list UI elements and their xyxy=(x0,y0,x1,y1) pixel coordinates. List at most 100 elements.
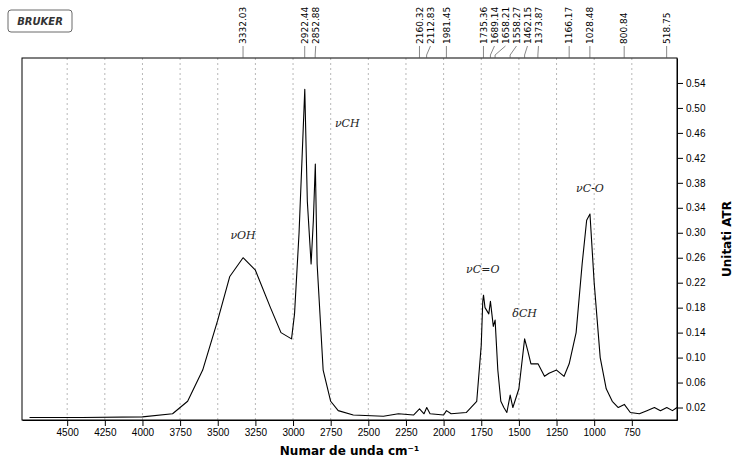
y-tick-mark xyxy=(677,333,683,334)
grid-line xyxy=(631,58,632,420)
x-axis-line xyxy=(23,420,678,421)
x-tick: 1500 xyxy=(508,420,531,438)
grid-line xyxy=(293,58,294,420)
peak-label: 1166.17 xyxy=(564,7,574,44)
grid-line xyxy=(180,58,181,420)
y-axis-title: Unitati ATR xyxy=(720,201,734,277)
peak-leader xyxy=(569,46,570,58)
peak-label: 800.84 xyxy=(619,12,629,44)
y-tick-mark xyxy=(677,208,683,209)
peak-leader xyxy=(624,46,625,58)
y-tick-mark xyxy=(677,83,683,84)
y-tick-mark xyxy=(677,308,683,309)
peak-labels: 3332.032922.442852.882160.322112.831981.… xyxy=(238,7,672,58)
y-tick: 0.10 xyxy=(677,352,706,363)
peak-leader xyxy=(510,46,516,58)
y-tick-label: 0.10 xyxy=(686,352,706,363)
y-tick-mark xyxy=(677,108,683,109)
x-tick: 1750 xyxy=(471,420,494,438)
annotation: νOH xyxy=(230,229,256,242)
y-tick-mark xyxy=(677,283,683,284)
y-tick-mark xyxy=(677,408,683,409)
y-tick: 0.02 xyxy=(677,402,706,413)
peak-label: 1558.27 xyxy=(512,7,522,44)
x-tick: 4500 xyxy=(57,420,80,438)
x-tick-label: 3250 xyxy=(245,427,268,438)
plot-frame xyxy=(22,58,677,420)
x-tick-label: 750 xyxy=(624,427,641,438)
logo: BRUKER xyxy=(8,10,72,32)
peak-leader xyxy=(315,46,317,58)
x-tick-label: 2750 xyxy=(320,427,343,438)
grid-line xyxy=(330,58,331,420)
x-tick-label: 3750 xyxy=(169,427,192,438)
peak-label: 2160.32 xyxy=(415,7,425,44)
x-tick: 3250 xyxy=(245,420,268,438)
y-tick-label: 0.46 xyxy=(686,128,706,139)
annotation: δCH xyxy=(512,307,537,320)
x-tick-mark xyxy=(594,420,595,426)
peak-leader xyxy=(589,46,590,58)
y-tick-label: 0.34 xyxy=(686,202,706,213)
annotation: νC-O xyxy=(576,182,604,195)
grid-line xyxy=(405,58,406,420)
y-tick-label: 0.38 xyxy=(686,178,706,189)
x-tick-label: 4250 xyxy=(94,427,117,438)
grid-line xyxy=(481,58,482,420)
y-tick: 0.14 xyxy=(677,327,706,338)
y-tick-label: 0.54 xyxy=(686,78,706,89)
x-tick-mark xyxy=(632,420,633,426)
x-tick: 1250 xyxy=(546,420,569,438)
y-tick-mark xyxy=(677,158,683,159)
x-tick-label: 1000 xyxy=(584,427,607,438)
peak-label: 1373.87 xyxy=(534,7,544,44)
y-tick: 0.26 xyxy=(677,252,706,263)
y-tick: 0.34 xyxy=(677,202,706,213)
x-tick-mark xyxy=(368,420,369,426)
y-tick-mark xyxy=(677,183,683,184)
x-tick: 2500 xyxy=(358,420,381,438)
x-tick: 4000 xyxy=(132,420,155,438)
peak-leader xyxy=(243,46,244,58)
x-tick: 2250 xyxy=(395,420,418,438)
y-tick-label: 0.02 xyxy=(686,402,706,413)
x-tick: 2000 xyxy=(433,420,456,438)
y-axis: 0.020.060.100.140.180.220.260.300.340.38… xyxy=(677,59,706,421)
peak-leader xyxy=(495,46,505,58)
grid-line xyxy=(67,58,68,420)
x-tick-label: 4000 xyxy=(132,427,155,438)
x-tick-mark xyxy=(331,420,332,426)
annotation: νCH xyxy=(335,117,360,130)
y-tick: 0.30 xyxy=(677,227,706,238)
y-tick-label: 0.14 xyxy=(686,327,706,338)
y-tick-mark xyxy=(677,233,683,234)
y-tick: 0.42 xyxy=(677,153,706,164)
peak-label: 1689.14 xyxy=(490,7,500,44)
x-tick-label: 2500 xyxy=(358,427,381,438)
x-tick: 750 xyxy=(624,420,641,438)
x-tick-mark xyxy=(557,420,558,426)
y-tick: 0.38 xyxy=(677,178,706,189)
grid-x xyxy=(67,58,632,420)
x-tick-mark xyxy=(255,420,256,426)
x-tick-mark xyxy=(481,420,482,426)
x-tick: 3000 xyxy=(282,420,305,438)
x-tick: 3750 xyxy=(169,420,192,438)
grid-line xyxy=(368,58,369,420)
y-tick-label: 0.22 xyxy=(686,277,706,288)
peak-leader xyxy=(427,46,431,58)
x-tick-mark xyxy=(67,420,68,426)
x-tick-label: 3000 xyxy=(282,427,305,438)
y-tick-label: 0.42 xyxy=(686,153,706,164)
x-tick-label: 1500 xyxy=(508,427,531,438)
peak-leader xyxy=(483,46,484,58)
peak-leader xyxy=(304,46,305,58)
x-tick-mark xyxy=(142,420,143,426)
x-tick-label: 4500 xyxy=(57,427,80,438)
y-axis-line xyxy=(677,59,678,421)
peak-label: 2922.44 xyxy=(300,7,310,44)
x-tick: 3500 xyxy=(207,420,230,438)
y-tick-label: 0.06 xyxy=(686,377,706,388)
x-axis-title: Numar de unda cm⁻¹ xyxy=(280,444,419,458)
x-tick-mark xyxy=(218,420,219,426)
